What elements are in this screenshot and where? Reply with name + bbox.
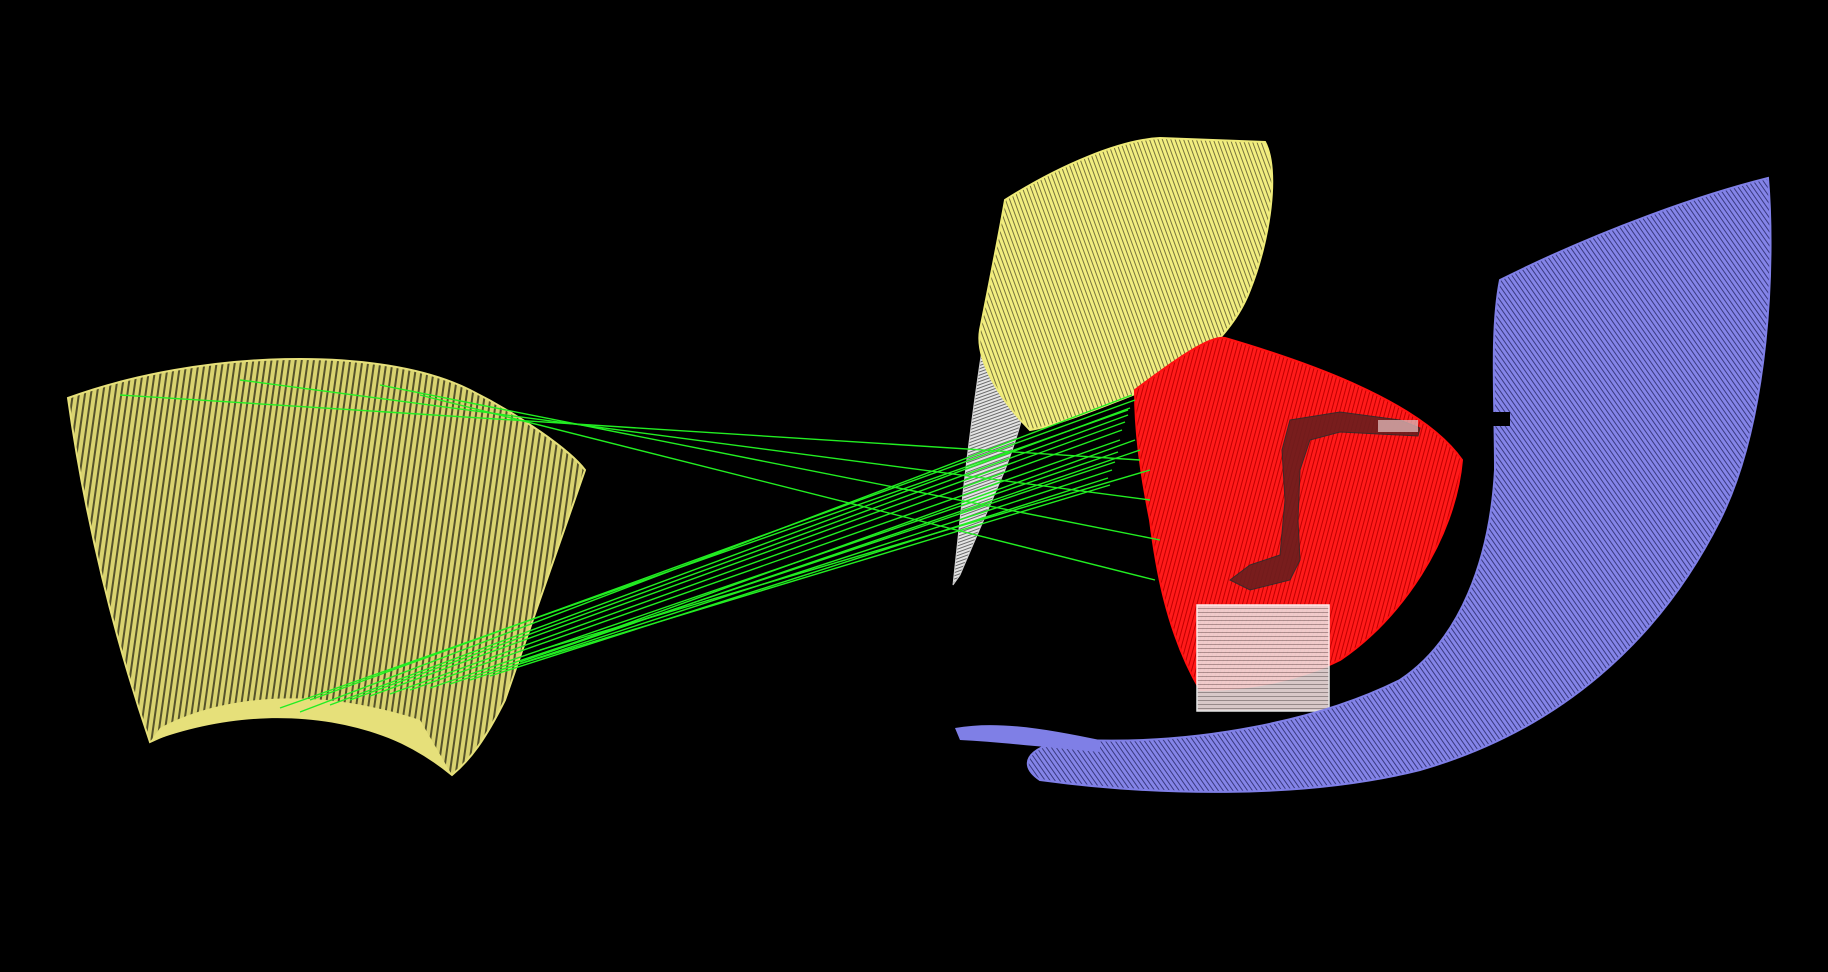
- correspondence-line: [369, 421, 1126, 697]
- correspondence-line: [239, 379, 1151, 501]
- correspondence-line: [389, 429, 1123, 695]
- correspondence-line: [419, 394, 1156, 581]
- correspondence-line: [349, 414, 1129, 701]
- correspondence-line: [519, 449, 1141, 663]
- pedestal-box: [1196, 604, 1330, 712]
- correspondence-line: [329, 407, 1131, 706]
- correspondence-line: [299, 394, 1133, 713]
- correspondence-line: [539, 469, 1151, 651]
- correspondence-line: [309, 399, 1136, 701]
- correspondence-line: [469, 469, 1113, 681]
- correspondence-line: [119, 394, 1141, 461]
- correspondence-line: [539, 439, 1136, 656]
- correspondence-line: [409, 439, 1121, 691]
- correspondence-line: [499, 484, 1111, 671]
- robot-arm-model: [1229, 411, 1421, 591]
- correspondence-line: [379, 384, 1161, 541]
- source-yellow-cloud: [66, 357, 587, 777]
- correspondence-lines: [119, 379, 1161, 713]
- correspondence-line: [279, 409, 1129, 709]
- correspondence-line: [489, 477, 1109, 677]
- target-blue-cloud: [955, 176, 1772, 793]
